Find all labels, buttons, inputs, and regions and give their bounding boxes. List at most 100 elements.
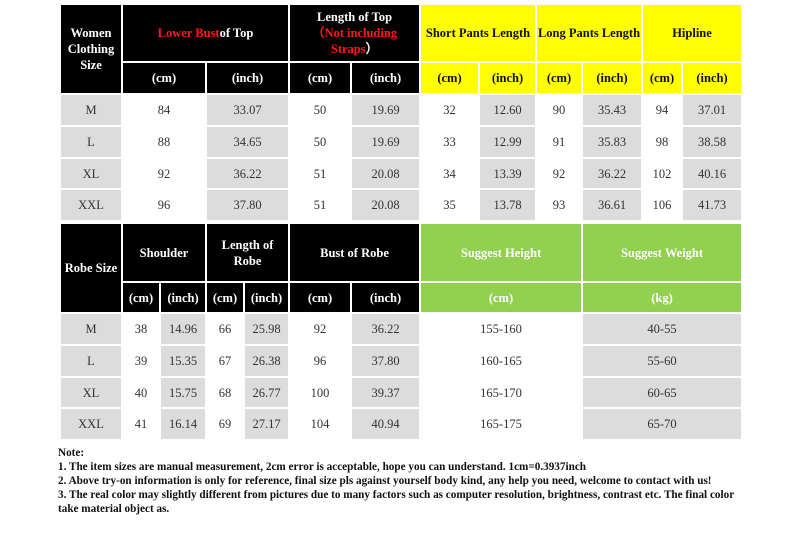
value-cell: 90 [536,94,582,126]
value-cell: 106 [642,189,682,221]
unit-header: (cm) [122,282,160,313]
size-cell: XL [60,377,122,408]
value-cell: 40 [122,377,160,408]
value-cell: 15.35 [160,345,206,377]
value-cell: 19.69 [351,94,420,126]
long-pants-header: Long Pants Length [536,4,642,62]
value-cell: 69 [206,408,244,440]
value-cell: 16.14 [160,408,206,440]
notes-title: Note: [58,447,85,459]
value-cell: 41.73 [682,189,742,221]
value-cell: 102 [642,158,682,189]
size-cell: M [60,94,122,126]
value-cell: 93 [536,189,582,221]
value-cell: 12.60 [479,94,536,126]
unit-header: (cm) [642,62,682,94]
value-cell: 96 [289,345,351,377]
lower-bust-rest-label: of Top [219,26,254,40]
value-cell: 88 [122,126,206,158]
value-cell: 104 [289,408,351,440]
value-cell: 32 [420,94,479,126]
value-cell: 65-70 [582,408,742,440]
value-cell: 38 [122,313,160,345]
note-line-2: 2. Above try-on information is only for … [58,475,712,487]
note-line-3: 3. The real color may slightly different… [58,489,734,515]
length-top-note: （Not including Straps [311,26,398,56]
suggest-weight-header: Suggest Weight [582,223,742,282]
unit-header: (inch) [582,62,642,94]
value-cell: 68 [206,377,244,408]
bust-robe-header: Bust of Robe [289,223,420,282]
size-cell: XXL [60,408,122,440]
size-cell: L [60,126,122,158]
value-cell: 94 [642,94,682,126]
value-cell: 26.38 [244,345,289,377]
value-cell: 92 [122,158,206,189]
unit-header: (inch) [160,282,206,313]
unit-header: (cm) [289,62,351,94]
lower-bust-red-label: Lower Bust [157,26,220,40]
length-top-label: Length of Top [316,10,393,24]
value-cell: 96 [122,189,206,221]
note-line-1: 1. The item sizes are manual measurement… [58,461,587,473]
value-cell: 66 [206,313,244,345]
value-cell: 36.61 [582,189,642,221]
value-cell: 35 [420,189,479,221]
value-cell: 51 [289,189,351,221]
value-cell: 19.69 [351,126,420,158]
value-cell: 33 [420,126,479,158]
value-cell: 20.08 [351,158,420,189]
short-pants-header: Short Pants Length [420,4,536,62]
value-cell: 37.01 [682,94,742,126]
length-top-header: Length of Top （Not including Straps） [289,4,420,62]
value-cell: 155-160 [420,313,582,345]
value-cell: 35.83 [582,126,642,158]
unit-header: (inch) [206,62,289,94]
value-cell: 160-165 [420,345,582,377]
value-cell: 13.39 [479,158,536,189]
notes-block: Note: 1. The item sizes are manual measu… [58,446,748,516]
size-cell: XXL [60,189,122,221]
value-cell: 33.07 [206,94,289,126]
value-cell: 67 [206,345,244,377]
value-cell: 92 [536,158,582,189]
value-cell: 26.77 [244,377,289,408]
value-cell: 37.80 [206,189,289,221]
value-cell: 40.94 [351,408,420,440]
value-cell: 36.22 [351,313,420,345]
unit-header: (inch) [351,62,420,94]
value-cell: 84 [122,94,206,126]
value-cell: 100 [289,377,351,408]
value-cell: 38.58 [682,126,742,158]
unit-header: (inch) [682,62,742,94]
robe-size-header: Robe Size [60,223,122,313]
value-cell: 55-60 [582,345,742,377]
value-cell: 34 [420,158,479,189]
value-cell: 15.75 [160,377,206,408]
unit-header: (cm) [122,62,206,94]
value-cell: 60-65 [582,377,742,408]
value-cell: 39 [122,345,160,377]
value-cell: 14.96 [160,313,206,345]
value-cell: 34.65 [206,126,289,158]
value-cell: 51 [289,158,351,189]
size-cell: XL [60,158,122,189]
value-cell: 35.43 [582,94,642,126]
value-cell: 91 [536,126,582,158]
value-cell: 27.17 [244,408,289,440]
value-cell: 41 [122,408,160,440]
value-cell: 92 [289,313,351,345]
suggest-height-header: Suggest Height [420,223,582,282]
unit-header: (cm) [206,282,244,313]
value-cell: 12.99 [479,126,536,158]
value-cell: 98 [642,126,682,158]
length-top-close: ） [365,42,379,56]
unit-header: (cm) [420,282,582,313]
unit-header: (inch) [479,62,536,94]
value-cell: 13.78 [479,189,536,221]
value-cell: 36.22 [582,158,642,189]
value-cell: 37.80 [351,345,420,377]
unit-header: (cm) [536,62,582,94]
value-cell: 39.37 [351,377,420,408]
